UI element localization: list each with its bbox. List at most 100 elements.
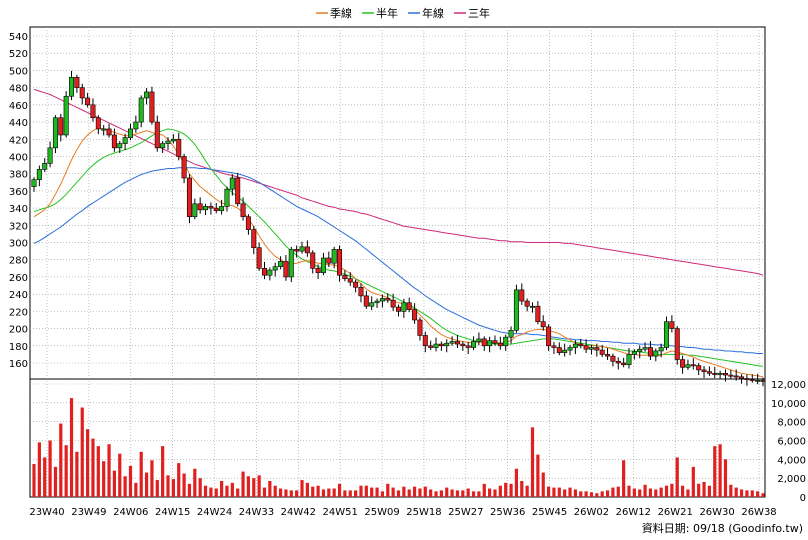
volume-bar <box>482 483 486 497</box>
price-tick-label: 260 <box>9 273 28 284</box>
candle-body <box>610 355 616 362</box>
volume-bar <box>407 489 411 497</box>
price-tick-label: 540 <box>9 32 28 43</box>
volume-bar <box>455 490 460 497</box>
ma-quarter-line <box>33 127 764 378</box>
volume-bar <box>627 485 631 497</box>
volume-bar <box>182 473 186 497</box>
volume-tick-label: 2,000 <box>777 474 806 485</box>
candle-body <box>755 379 761 382</box>
volume-bar <box>445 487 449 497</box>
candle-body <box>47 147 53 164</box>
volume-bar <box>611 487 615 497</box>
candle-body <box>540 321 546 328</box>
candle-body <box>294 249 300 252</box>
candle-body <box>508 329 514 338</box>
candle-body <box>696 365 702 371</box>
candle-body <box>272 266 278 271</box>
candle-body <box>85 97 91 106</box>
volume-bar <box>568 487 572 497</box>
volume-bar <box>707 485 711 497</box>
candle-body <box>701 369 707 372</box>
price-tick-label: 220 <box>9 307 28 318</box>
x-tick-label: 24W24 <box>197 507 232 518</box>
price-tick-label: 340 <box>9 204 28 215</box>
x-tick-label: 24W51 <box>323 507 358 518</box>
candle-body <box>492 340 498 344</box>
volume-bar <box>412 486 417 497</box>
candle-body <box>240 203 246 218</box>
candle-body <box>245 216 251 230</box>
candle-body <box>438 343 444 347</box>
candle-body <box>127 128 133 138</box>
volume-bar <box>697 483 701 497</box>
volume-bar <box>198 478 202 497</box>
volume-bar <box>96 446 100 497</box>
volume-bar <box>69 398 74 497</box>
volume-bar <box>579 491 583 497</box>
volume-bar <box>466 488 470 497</box>
volume-bar <box>348 490 352 497</box>
candle-body <box>390 299 396 308</box>
candle-body <box>503 336 509 347</box>
candle-body <box>733 375 739 378</box>
volume-bar <box>686 489 690 497</box>
price-tick-label: 240 <box>9 290 28 301</box>
candle-body <box>626 354 632 366</box>
volume-bar <box>552 487 556 497</box>
volume-bar <box>359 485 363 497</box>
volume-bar <box>364 485 368 497</box>
candle-body <box>546 326 552 347</box>
candle-body <box>63 95 69 136</box>
volume-bar <box>375 487 379 497</box>
volume-bar <box>278 488 283 497</box>
volume-bar <box>504 482 508 497</box>
volume-bar <box>659 487 663 497</box>
candle-body <box>621 362 627 366</box>
candle-body <box>551 345 557 348</box>
volume-bar <box>354 490 358 497</box>
x-tick-label: 25W36 <box>490 507 525 518</box>
volume-bar <box>729 484 733 497</box>
candle-body <box>395 306 401 312</box>
volume-bar <box>471 491 476 497</box>
candle-body <box>728 374 734 377</box>
candle-body <box>111 134 117 149</box>
volume-bar <box>584 491 588 497</box>
legend: 季線 半年 年線 三年 <box>316 6 490 20</box>
volume-bar <box>595 493 599 497</box>
candle-body <box>58 117 64 136</box>
volume-bar <box>214 488 218 497</box>
candle-body <box>535 305 541 322</box>
candle-body <box>599 349 605 355</box>
candlesticks <box>31 70 766 387</box>
volume-bar <box>316 485 320 497</box>
candle-body <box>717 373 723 375</box>
candle-body <box>637 348 643 353</box>
volume-bar <box>32 464 36 497</box>
grid-lines <box>30 27 765 497</box>
candle-body <box>749 379 755 381</box>
price-tick-label: 500 <box>9 66 28 77</box>
volume-axis: 0 2,000 4,000 6,000 8,000 10,000 12,000 <box>771 380 806 504</box>
candle-body <box>176 138 182 157</box>
volume-bar <box>493 489 497 497</box>
volume-bar <box>622 460 626 497</box>
candle-body <box>304 246 310 254</box>
candle-body <box>562 349 568 353</box>
price-tick-label: 380 <box>9 170 28 181</box>
price-tick-label: 200 <box>9 325 28 336</box>
x-axis: 23W40 23W49 24W06 24W15 24W24 24W33 24W42 24W51… <box>29 507 776 518</box>
candle-body <box>101 128 107 131</box>
x-tick-label: 24W42 <box>281 507 316 518</box>
candle-body <box>213 207 219 211</box>
volume-bar <box>756 491 760 497</box>
candle-body <box>567 347 573 351</box>
volume-tick-label: 12,000 <box>771 380 806 391</box>
candle-body <box>337 249 343 276</box>
volume-bar <box>112 470 117 497</box>
volume-bar <box>43 457 47 497</box>
volume-bar <box>343 490 347 497</box>
candle-body <box>347 278 353 283</box>
